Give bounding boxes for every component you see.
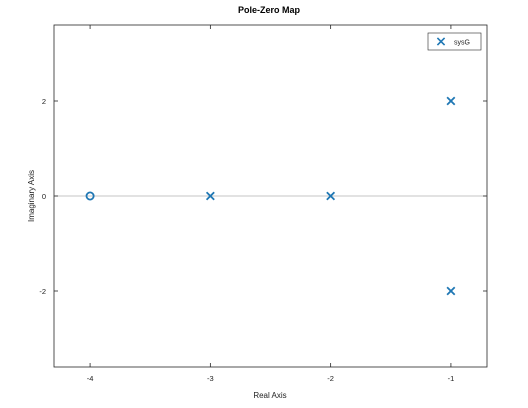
x-tick-label: -1 [448,374,455,383]
legend-marker-x [436,37,446,46]
y-tick-label: 0 [42,192,46,201]
pole-stroke [326,191,336,201]
pole-marker [446,96,456,106]
legend-x-stroke [436,37,446,46]
x-axis-label: Real Axis [253,391,286,400]
legend: sysG [427,32,482,51]
zero-marker [85,191,95,201]
pole-marker [326,191,336,201]
legend-label-sysg: sysG [454,40,470,47]
pole-marker [205,191,215,201]
x-tick-label: -3 [207,374,214,383]
chart-title: Pole-Zero Map [238,5,301,15]
y-tick-label: 2 [42,97,46,106]
pole-stroke [446,96,456,106]
y-axis-label: Imaginary Axis [27,170,36,222]
legend-box [427,32,482,51]
axis-ticks: -4 -3 -2 -1 2 0 -2 [39,25,487,383]
y-tick-label: -2 [39,287,46,296]
pole-stroke [446,286,456,296]
chart-marks [85,96,456,296]
x-tick-label: -2 [327,374,334,383]
pole-marker [446,286,456,296]
pole-stroke [205,191,215,201]
x-tick-label: -4 [87,374,94,383]
